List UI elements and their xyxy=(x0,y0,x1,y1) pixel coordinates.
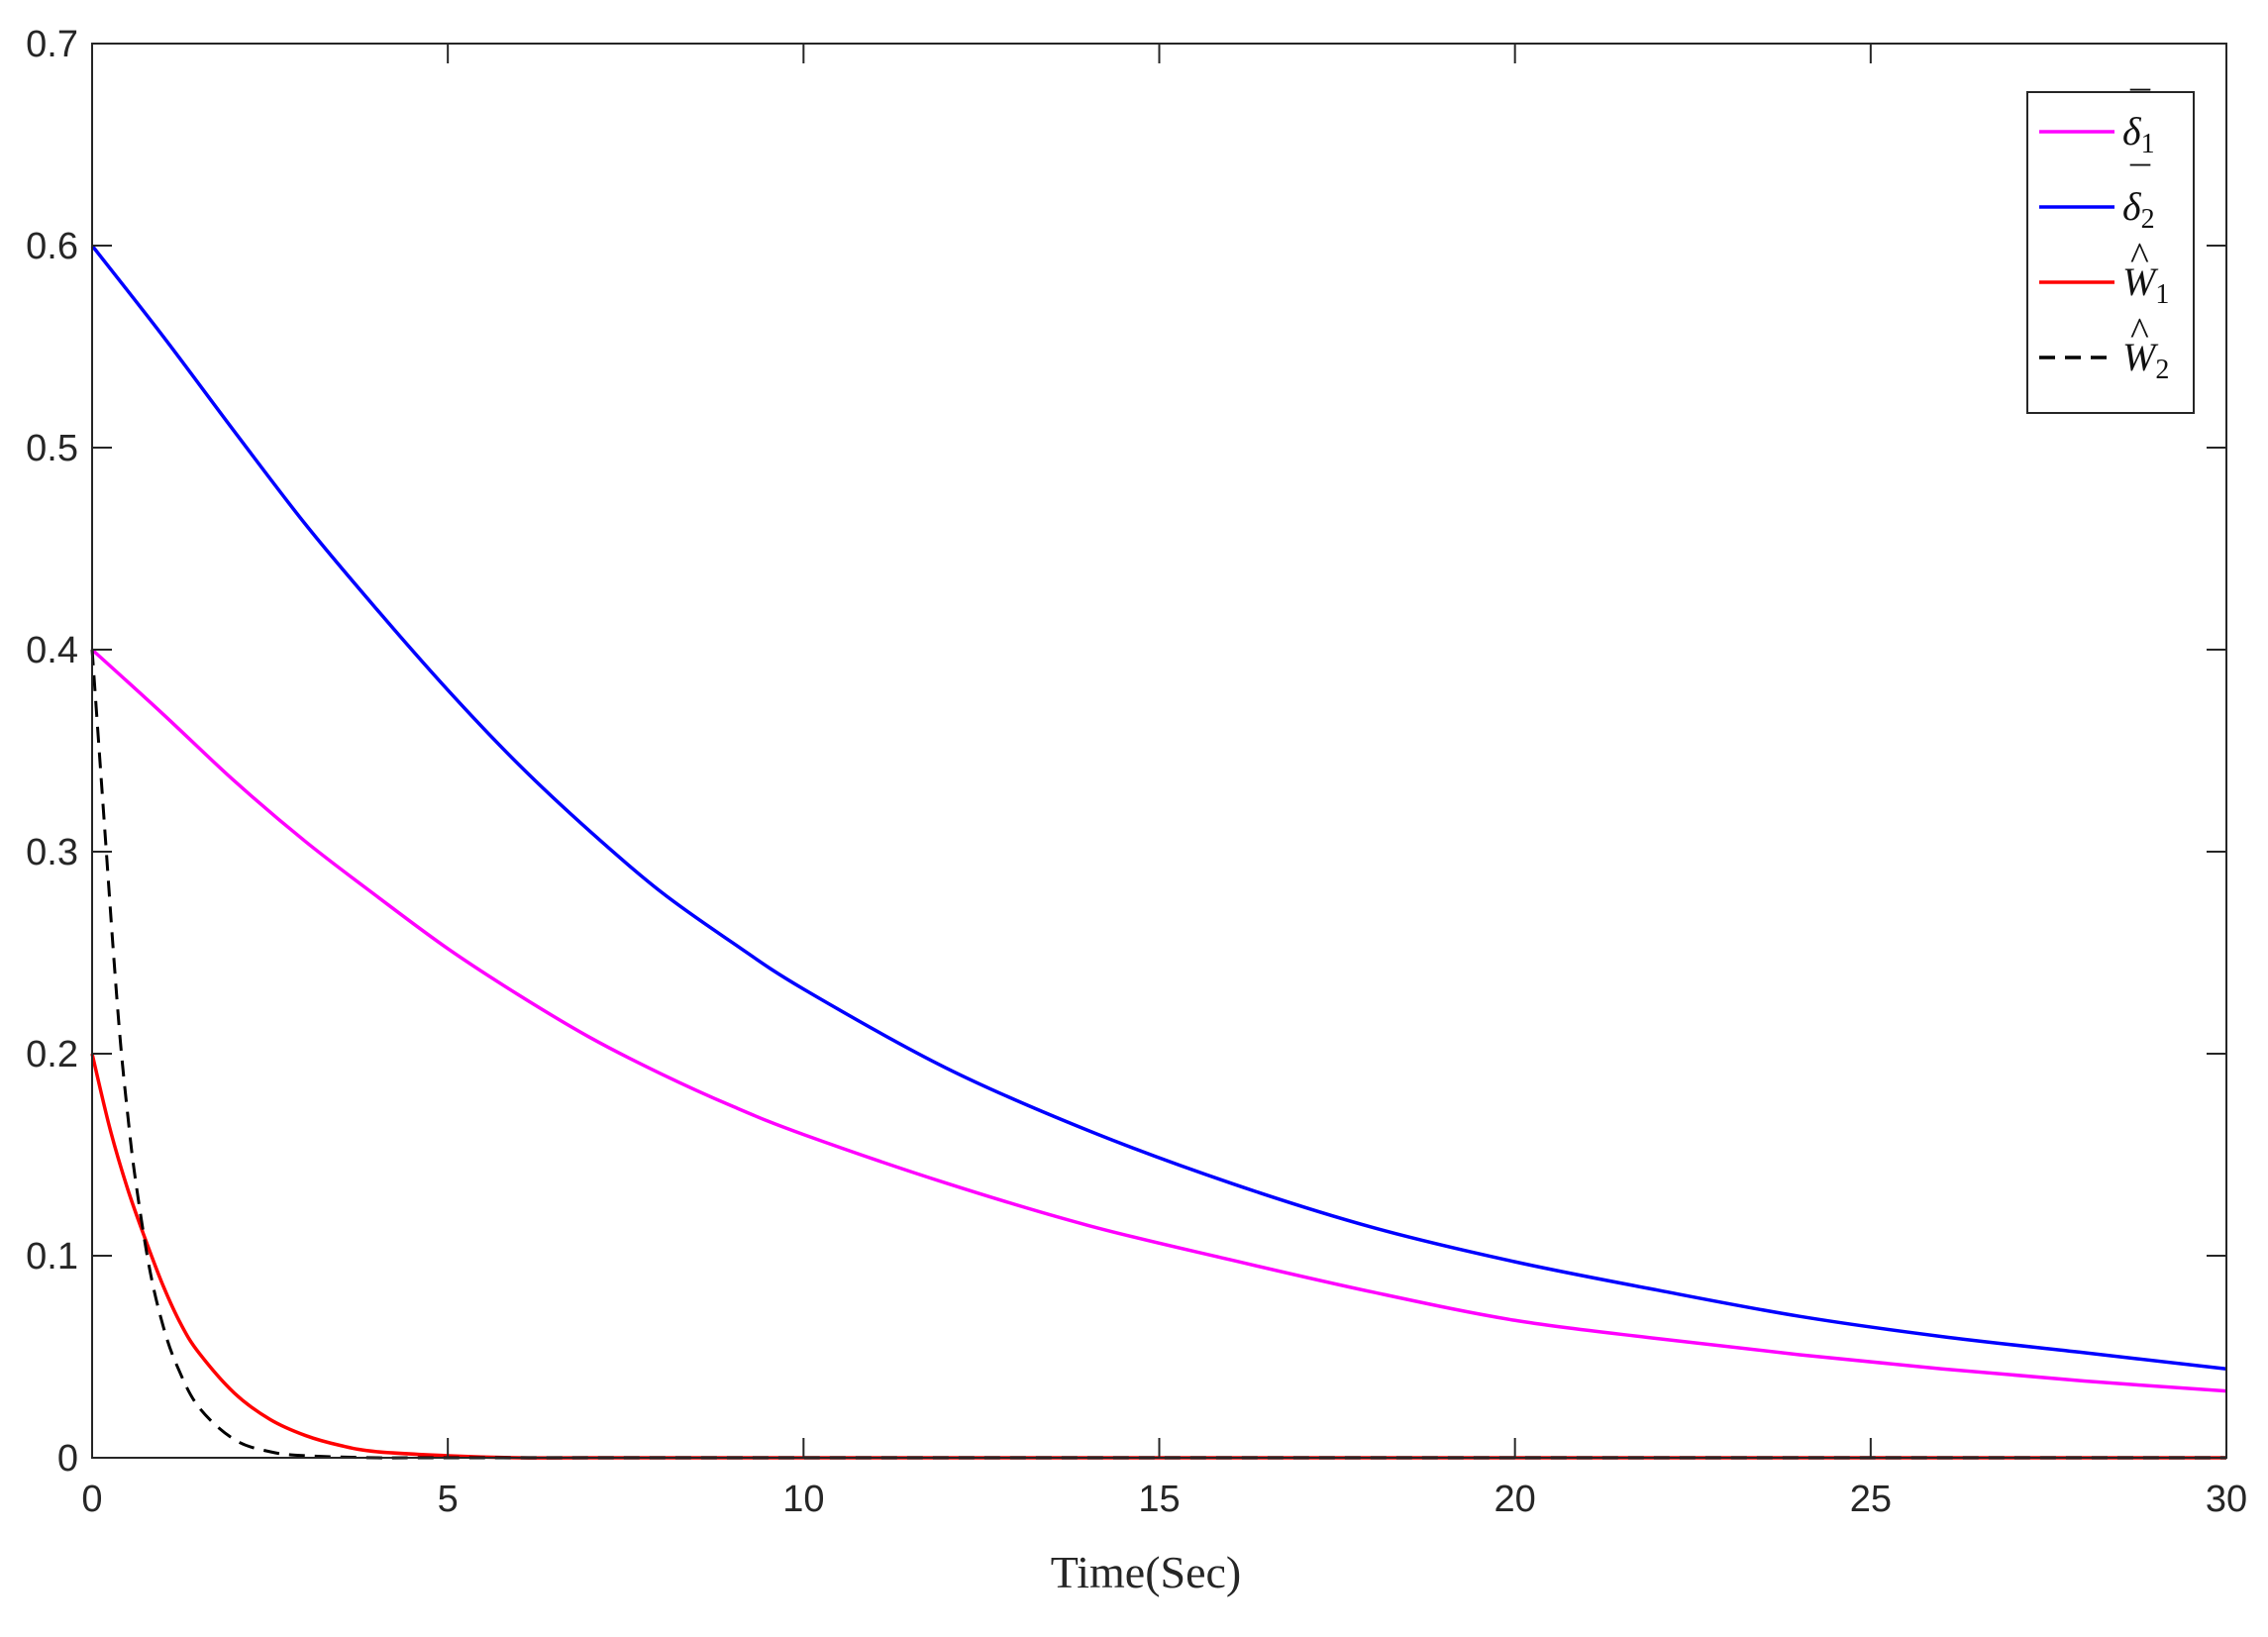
x-tick-label: 10 xyxy=(782,1479,824,1520)
y-tick-label: 0 xyxy=(57,1438,78,1480)
axes-box xyxy=(91,43,2227,1459)
x-tick-label: 15 xyxy=(1138,1479,1180,1520)
series-line-1 xyxy=(90,648,2227,1393)
x-tick-label: 20 xyxy=(1495,1479,1536,1520)
legend-accent-4: ^ xyxy=(2130,309,2149,354)
legend: δ1¯δ2¯W1^W2^ xyxy=(2026,83,2195,414)
x-tick-label: 5 xyxy=(438,1479,459,1520)
y-tick-label: 0.7 xyxy=(26,24,78,65)
legend-label-2: δ2 xyxy=(2122,184,2155,235)
y-tick-label: 0.3 xyxy=(26,832,78,873)
x-axis-label: Time(Sec) xyxy=(1051,1547,1242,1597)
x-tick-label: 0 xyxy=(81,1479,102,1520)
tick-labels-layer: 0 5 10 15 20 25 30 0 0.1 0.2 0.3 0.4 0.5 0.6 0.7 xyxy=(26,24,2247,1520)
y-tick-label: 0.5 xyxy=(26,428,78,469)
ticks-layer xyxy=(91,43,2227,1459)
legend-accent-2: ¯ xyxy=(2129,158,2151,203)
legend-label-4: W2 xyxy=(2122,335,2169,385)
series-line-2 xyxy=(90,244,2227,1371)
y-tick-label: 0.6 xyxy=(26,226,78,267)
legend-accent-1: ¯ xyxy=(2129,83,2151,128)
plot-area xyxy=(92,44,2226,1458)
y-tick-label: 0.1 xyxy=(26,1236,78,1278)
x-tick-label: 30 xyxy=(2206,1479,2247,1520)
legend-box xyxy=(2026,91,2195,414)
legend-label-3: W1 xyxy=(2122,259,2169,310)
y-tick-label: 0.4 xyxy=(26,630,78,671)
series-line-4 xyxy=(90,649,2226,1460)
legend-accent-3: ^ xyxy=(2130,234,2149,278)
x-tick-label: 25 xyxy=(1850,1479,1892,1520)
legend-label-1: δ1 xyxy=(2122,109,2155,159)
y-tick-label: 0.2 xyxy=(26,1034,78,1075)
